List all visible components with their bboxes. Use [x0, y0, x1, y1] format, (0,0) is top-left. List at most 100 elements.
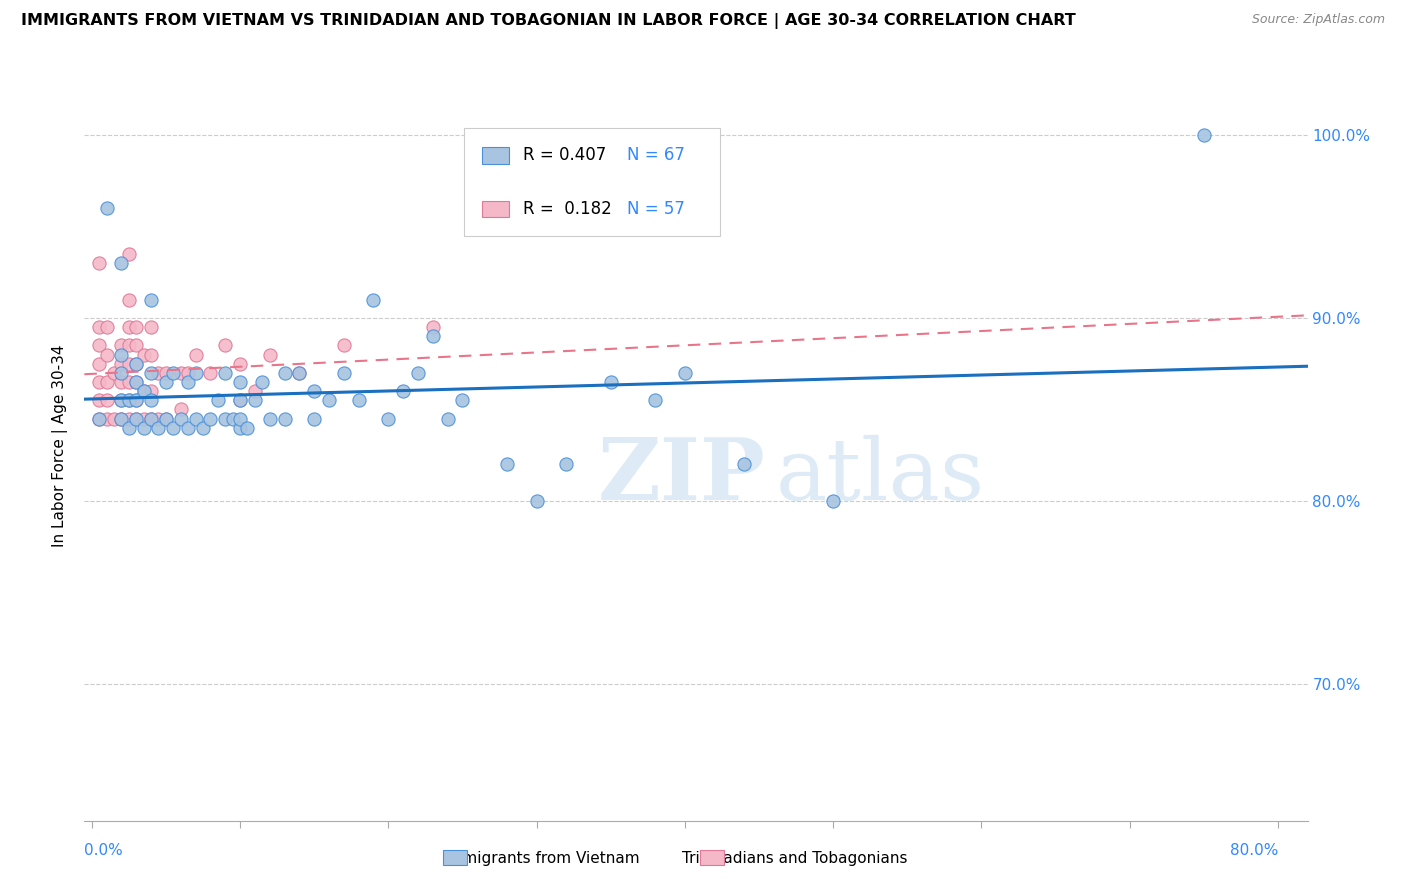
Point [132, 384, 155, 399]
Point [243, 384, 266, 399]
Point [170, 411, 193, 425]
Point [125, 338, 148, 352]
Point [422, 329, 444, 343]
Point [89, 411, 111, 425]
Point [96, 320, 118, 334]
Point [110, 393, 132, 408]
Point [96, 202, 118, 216]
Point [139, 320, 162, 334]
Point [155, 366, 177, 380]
Point [599, 375, 621, 389]
Point [139, 411, 162, 425]
Point [125, 375, 148, 389]
Point [162, 366, 184, 380]
Point [89, 256, 111, 270]
Point [229, 421, 252, 435]
Point [333, 366, 356, 380]
Point [526, 493, 548, 508]
Point [451, 393, 474, 408]
Point [89, 320, 111, 334]
Point [406, 366, 429, 380]
Point [118, 338, 141, 352]
Point [110, 366, 132, 380]
Text: IMMIGRANTS FROM VIETNAM VS TRINIDADIAN AND TOBAGONIAN IN LABOR FORCE | AGE 30-34: IMMIGRANTS FROM VIETNAM VS TRINIDADIAN A… [21, 13, 1076, 29]
Point [139, 384, 162, 399]
Point [125, 411, 148, 425]
Point [184, 411, 207, 425]
Point [392, 384, 415, 399]
Point [118, 411, 141, 425]
Point [673, 366, 696, 380]
Point [96, 411, 118, 425]
Point [110, 256, 132, 270]
Point [644, 393, 666, 408]
Point [118, 375, 141, 389]
Text: R = 0.407: R = 0.407 [523, 146, 607, 164]
Point [236, 421, 259, 435]
Point [132, 348, 155, 362]
Point [1192, 128, 1215, 143]
Point [125, 411, 148, 425]
Point [139, 411, 162, 425]
FancyBboxPatch shape [482, 147, 509, 163]
Point [139, 393, 162, 408]
Point [162, 421, 184, 435]
Point [221, 411, 243, 425]
Text: R =  0.182: R = 0.182 [523, 200, 612, 219]
Point [110, 411, 132, 425]
Point [155, 411, 177, 425]
Point [110, 375, 132, 389]
Point [155, 375, 177, 389]
Point [191, 421, 214, 435]
Point [302, 411, 325, 425]
Point [118, 421, 141, 435]
Point [273, 366, 295, 380]
Point [733, 457, 755, 471]
Text: ZIP: ZIP [598, 434, 766, 518]
Point [177, 375, 200, 389]
Point [89, 357, 111, 371]
Point [125, 357, 148, 371]
Point [89, 393, 111, 408]
Point [110, 357, 132, 371]
Point [118, 293, 141, 307]
Point [148, 366, 170, 380]
Point [132, 384, 155, 399]
Point [89, 411, 111, 425]
Point [125, 320, 148, 334]
Point [555, 457, 578, 471]
Text: 0.0%: 0.0% [84, 843, 124, 857]
Text: 80.0%: 80.0% [1230, 843, 1278, 857]
Point [184, 366, 207, 380]
Point [118, 357, 141, 371]
Point [333, 338, 356, 352]
Text: Trinidadians and Tobagonians: Trinidadians and Tobagonians [682, 851, 907, 865]
Point [170, 366, 193, 380]
Point [118, 247, 141, 261]
Point [118, 393, 141, 408]
Point [229, 375, 252, 389]
Point [229, 393, 252, 408]
Point [273, 411, 295, 425]
Text: N = 57: N = 57 [627, 200, 685, 219]
Point [110, 411, 132, 425]
Point [118, 393, 141, 408]
Point [243, 393, 266, 408]
Text: Source: ZipAtlas.com: Source: ZipAtlas.com [1251, 13, 1385, 27]
Point [170, 402, 193, 417]
Point [347, 393, 370, 408]
Point [148, 411, 170, 425]
Point [823, 493, 845, 508]
Point [155, 411, 177, 425]
Point [259, 411, 281, 425]
Point [125, 375, 148, 389]
Point [214, 366, 236, 380]
Point [302, 384, 325, 399]
Point [200, 411, 222, 425]
Point [229, 357, 252, 371]
Point [89, 338, 111, 352]
Point [110, 338, 132, 352]
Text: Immigrants from Vietnam: Immigrants from Vietnam [443, 851, 640, 865]
Point [229, 393, 252, 408]
Point [377, 411, 399, 425]
